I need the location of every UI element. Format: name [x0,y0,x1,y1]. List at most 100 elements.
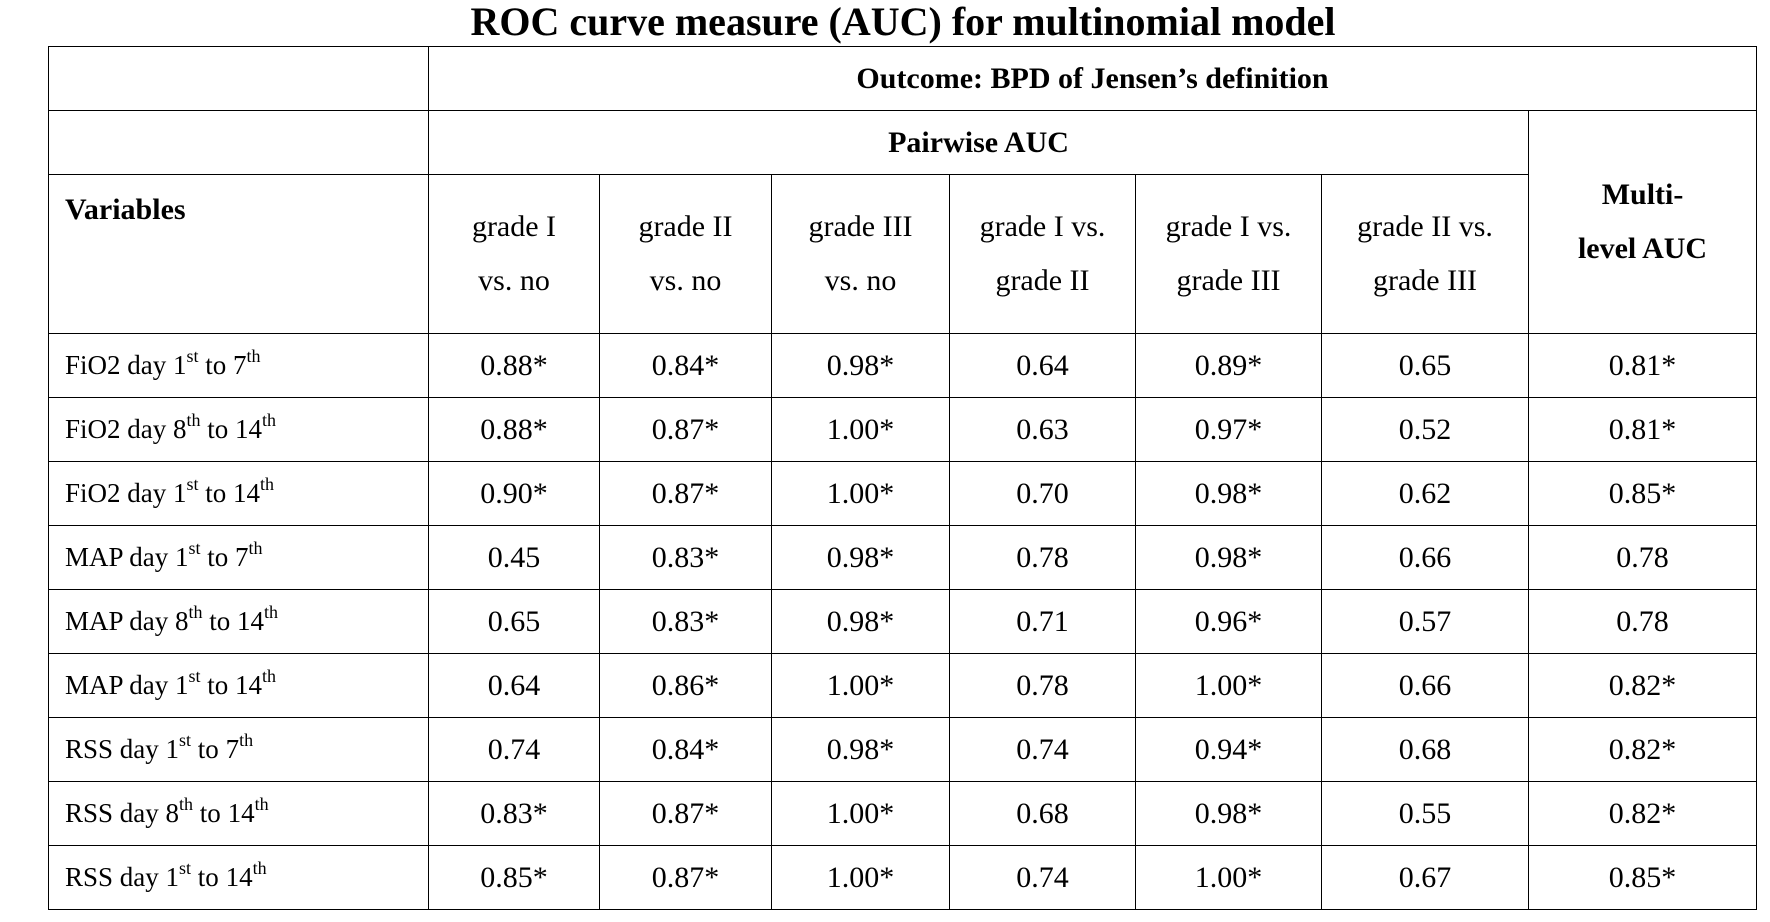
day-start-suffix: st [179,730,192,750]
day-end-suffix: th [254,794,269,814]
variable-name: MAP [65,606,123,636]
day-start-suffix: st [188,666,201,686]
auc-value-cell: 0.81* [1527,397,1758,462]
variable-cell: RSS day 1st to 14th [48,845,429,910]
auc-value-cell: 0.84* [599,717,772,782]
auc-value-cell: 0.98* [771,589,950,654]
variable-cell: RSS day 8th to 14th [48,781,429,846]
auc-value-cell: 0.52 [1321,397,1529,462]
subheader-row: Variables grade I vs. no grade II vs. no… [48,174,1757,334]
day-end-suffix: th [248,538,263,558]
column-header-line: grade II [638,210,733,243]
day-end-suffix: th [262,666,277,686]
variable-cell: FiO2 day 1st to 14th [48,461,429,526]
day-end-suffix: th [260,474,275,494]
auc-value-cell: 0.71 [949,589,1136,654]
auc-value-cell: 0.98* [1135,525,1322,590]
auc-value-cell: 0.88* [428,333,600,398]
auc-value-cell: 0.78 [949,653,1136,718]
variable-cell: FiO2 day 8th to 14th [48,397,429,462]
day-start: 1 [175,670,189,700]
multilevel-header: Multi- level AUC [1527,110,1758,334]
day-end: 14 [227,798,255,828]
day-end: 14 [225,862,253,892]
day-start: 1 [173,350,187,380]
auc-value-cell: 0.78 [1527,589,1758,654]
auc-value-cell: 0.98* [771,333,950,398]
day-start: 8 [175,606,189,636]
day-start-suffix: st [188,538,201,558]
variable-name: FiO2 [65,478,121,508]
column-header-line: vs. no [649,264,722,297]
column-header: grade I vs. grade II [949,174,1136,334]
outcome-header: Outcome: BPD of Jensen’s definition [427,46,1758,111]
auc-value-cell: 0.66 [1321,653,1529,718]
auc-value-cell: 0.68 [1321,717,1529,782]
day-end: 14 [233,478,261,508]
auc-value-cell: 1.00* [771,845,950,910]
day-end: 7 [235,542,249,572]
day-end-suffix: th [246,346,261,366]
auc-value-cell: 0.78 [1527,525,1758,590]
table-row: MAP day 1st to 14th 0.64 0.86* 1.00* 0.78 1.0… [48,653,1758,718]
auc-value-cell: 0.83* [599,589,772,654]
auc-value-cell: 0.74 [428,717,600,782]
auc-value-cell: 0.64 [428,653,600,718]
pairwise-header-row: Pairwise AUC Multi- level AUC [48,110,1758,334]
data-rows: FiO2 day 1st to 7th 0.88* 0.84* 0.98* 0.64 0.… [48,333,1758,910]
outcome-header-row: Outcome: BPD of Jensen’s definition [48,46,1758,111]
table-row: RSS day 1st to 14th 0.85* 0.87* 1.00* 0.74 1.… [48,845,1758,910]
auc-value-cell: 0.85* [1527,461,1758,526]
auc-value-cell: 0.70 [949,461,1136,526]
column-header-line: grade II [995,264,1090,297]
auc-value-cell: 0.90* [428,461,600,526]
column-header: grade II vs. no [599,174,772,334]
empty-header-cell [48,46,429,111]
day-start: 1 [175,542,189,572]
auc-value-cell: 0.78 [949,525,1136,590]
table-row: FiO2 day 8th to 14th 0.88* 0.87* 1.00* 0.63 0… [48,397,1758,462]
auc-value-cell: 0.87* [599,461,772,526]
auc-value-cell: 0.94* [1135,717,1322,782]
day-start: 8 [165,798,180,828]
auc-value-cell: 0.87* [599,781,772,846]
column-header-line: vs. no [824,264,897,297]
day-end-suffix: th [239,730,254,750]
column-header: grade II vs. grade III [1321,174,1529,334]
column-header: grade I vs. grade III [1135,174,1322,334]
auc-value-cell: 0.89* [1135,333,1322,398]
auc-value-cell: 0.83* [428,781,600,846]
table-row: FiO2 day 1st to 7th 0.88* 0.84* 0.98* 0.64 0.… [48,333,1758,398]
empty-header-cell [48,110,429,175]
auc-value-cell: 0.57 [1321,589,1529,654]
auc-value-cell: 0.64 [949,333,1136,398]
auc-value-cell: 1.00* [1135,653,1322,718]
auc-value-cell: 0.98* [771,525,950,590]
column-header-line: grade I [471,210,557,243]
auc-value-cell: 0.65 [428,589,600,654]
auc-value-cell: 1.00* [771,461,950,526]
auc-value-cell: 0.82* [1527,781,1758,846]
auc-value-cell: 0.87* [599,845,772,910]
table-title: ROC curve measure (AUC) for multinomial … [470,0,1336,44]
auc-value-cell: 0.98* [1135,461,1322,526]
day-start-suffix: th [186,410,201,430]
auc-value-cell: 0.98* [771,717,950,782]
day-end: 7 [233,350,247,380]
column-header-line: grade III [1372,264,1478,297]
variable-cell: MAP day 1st to 7th [48,525,429,590]
variable-name: MAP [65,670,123,700]
day-start-suffix: th [188,602,203,622]
variable-name: RSS [65,734,114,764]
column-header-line: grade III [1176,264,1281,297]
day-start-suffix: st [179,858,192,878]
auc-value-cell: 0.62 [1321,461,1529,526]
variable-cell: MAP day 1st to 14th [48,653,429,718]
auc-value-cell: 0.85* [1527,845,1758,910]
column-header-line: grade I vs. [1165,210,1292,243]
variable-name: RSS [65,862,114,892]
auc-value-cell: 0.83* [599,525,772,590]
day-start-suffix: th [179,794,194,814]
auc-value-cell: 0.86* [599,653,772,718]
auc-value-cell: 0.63 [949,397,1136,462]
